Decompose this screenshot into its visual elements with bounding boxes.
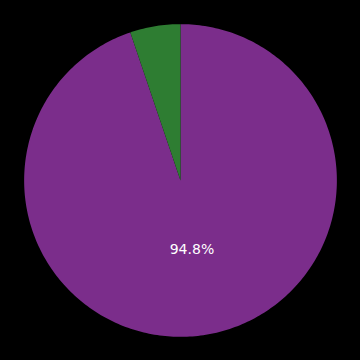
svg-text:94.8%: 94.8% <box>170 241 214 257</box>
